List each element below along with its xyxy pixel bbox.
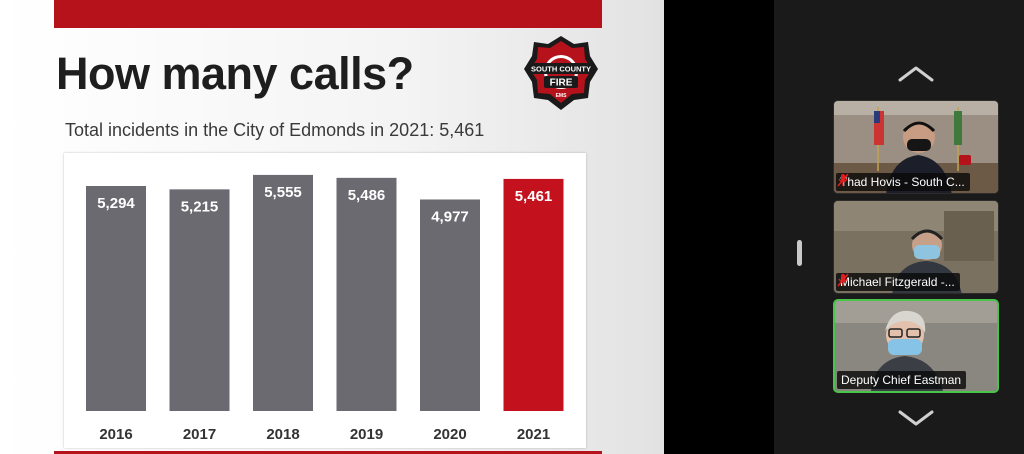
data-label-2018: 5,555 <box>264 184 302 201</box>
slide-title: How many calls? <box>56 48 414 99</box>
data-label-2016: 5,294 <box>97 195 135 212</box>
participant-name-bar-3: Deputy Chief Eastman <box>837 371 967 389</box>
muted-mic-icon <box>837 273 849 287</box>
scroll-up-button[interactable] <box>896 62 936 86</box>
bar-2019 <box>336 177 397 411</box>
bar-2016 <box>86 186 146 411</box>
bar-chart-svg: 5,294 2016 5,215 2017 5,555 2018 5,486 2019 4,97… <box>86 174 564 443</box>
svg-text:SOUTH COUNTY: SOUTH COUNTY <box>531 65 591 74</box>
x-tick-label-2021: 2021 <box>517 426 550 443</box>
gallery-gap <box>664 0 774 454</box>
svg-text:FIRE: FIRE <box>550 78 573 89</box>
bar-2021 <box>503 178 564 411</box>
sidebar-resize-handle[interactable] <box>797 240 802 266</box>
bar-chart: 5,294 2016 5,215 2017 5,555 2018 5,486 2019 4,97… <box>64 153 586 448</box>
participant-name: Deputy Chief Eastman <box>841 373 962 387</box>
x-tick-label-2016: 2016 <box>99 426 132 443</box>
participant-name: Thad Hovis - South C... <box>840 175 965 189</box>
x-tick-label-2019: 2019 <box>350 426 383 443</box>
south-county-fire-logo: SOUTH COUNTY FIRE EMS <box>524 36 598 110</box>
participant-name-bar-2: Michael Fitzgerald -... <box>836 273 960 291</box>
svg-text:EMS: EMS <box>556 93 568 99</box>
data-label-2017: 5,215 <box>181 198 219 215</box>
participant-name: Michael Fitzgerald -... <box>840 275 955 289</box>
participant-tile-1[interactable]: Thad Hovis - South C... <box>833 100 999 194</box>
x-tick-label-2018: 2018 <box>266 426 299 443</box>
bar-2017 <box>169 189 230 411</box>
slide-top-bar <box>54 0 602 28</box>
participant-name-bar-1: Thad Hovis - South C... <box>836 173 970 191</box>
data-label-2019: 5,486 <box>348 187 386 204</box>
chevron-down-icon <box>898 410 934 426</box>
slide-subtitle: Total incidents in the City of Edmonds i… <box>65 120 485 140</box>
slide-bottom-bar <box>54 451 602 454</box>
muted-mic-icon <box>837 173 849 187</box>
x-tick-label-2020: 2020 <box>433 426 466 443</box>
data-label-2020: 4,977 <box>431 208 469 225</box>
participant-tile-2[interactable]: Michael Fitzgerald -... <box>833 200 999 294</box>
participant-tile-3[interactable]: Deputy Chief Eastman <box>833 299 999 393</box>
data-label-2021: 5,461 <box>515 188 553 205</box>
shared-slide: How many calls? Total incidents in the C… <box>0 0 664 454</box>
x-tick-label-2017: 2017 <box>183 426 216 443</box>
chevron-up-icon <box>898 66 934 82</box>
bar-2018 <box>253 174 313 411</box>
scroll-down-button[interactable] <box>896 406 936 430</box>
bar-2020 <box>420 199 480 411</box>
